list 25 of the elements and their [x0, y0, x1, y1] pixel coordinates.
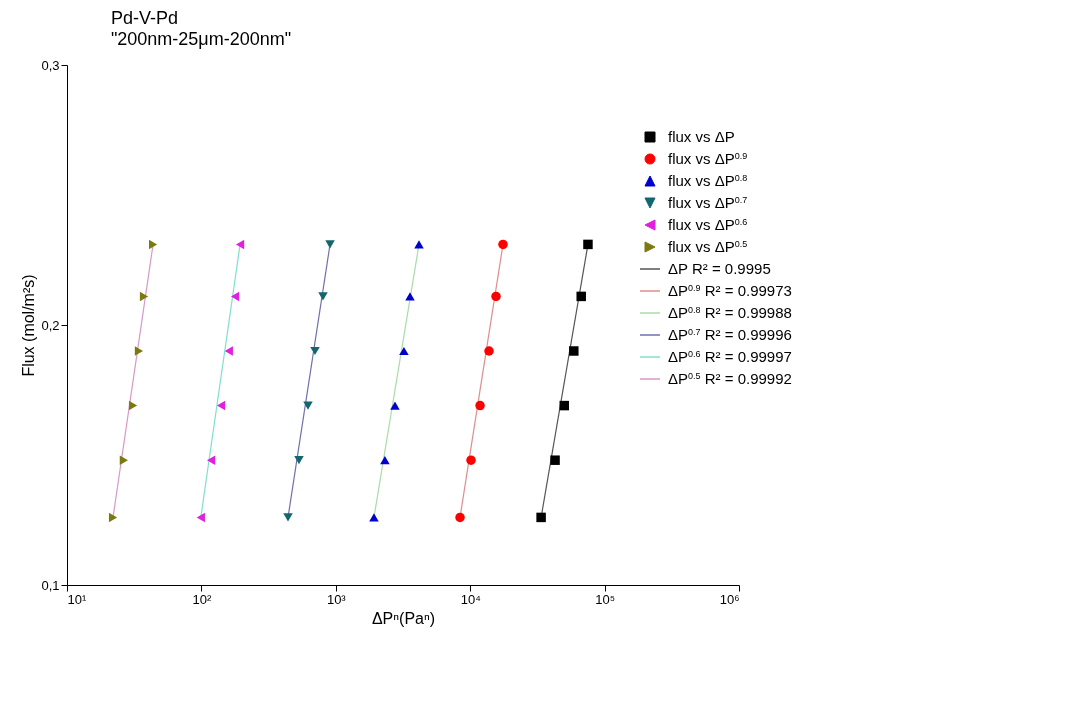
x-tick-label: 10⁴ [460, 591, 481, 607]
legend-label: flux vs ΔP$^{0.6}$ [668, 216, 748, 233]
chart-title: Pd-V-Pd [110, 8, 178, 28]
x-tick-label: 10² [192, 591, 212, 607]
legend-label: flux vs ΔP [668, 128, 735, 145]
legend-label: ΔP R² = 0.9995 [668, 260, 771, 277]
legend-label: flux vs ΔP$^{0.5}$ [668, 238, 748, 255]
x-tick-label: 10¹ [67, 591, 87, 607]
legend-label: flux vs ΔP$^{0.7}$ [668, 194, 748, 211]
y-tick-label: 0,3 [41, 57, 60, 73]
x-tick-label: 10³ [326, 591, 347, 607]
legend-label: ΔP$^{0.9}$ R² = 0.99973 [668, 282, 792, 299]
y-tick-label: 0,1 [41, 577, 60, 593]
legend-label: ΔP$^{0.8}$ R² = 0.99988 [668, 304, 792, 321]
legend-label: flux vs ΔP$^{0.9}$ [668, 150, 748, 167]
y-axis-title: Flux (mol/m²s) [20, 274, 38, 377]
x-tick-label: 10⁵ [595, 591, 616, 607]
legend-label: flux vs ΔP$^{0.8}$ [668, 172, 748, 189]
x-axis-title: ΔPⁿ(Paⁿ) [371, 609, 436, 627]
chart-subtitle: "200nm-25μm-200nm" [110, 29, 292, 49]
legend-label: ΔP$^{0.5}$ R² = 0.99992 [668, 370, 792, 387]
x-tick-label: 10⁶ [719, 591, 740, 607]
legend-label: ΔP$^{0.7}$ R² = 0.99996 [668, 326, 792, 343]
y-tick-label: 0,2 [41, 317, 60, 333]
legend-label: ΔP$^{0.6}$ R² = 0.99997 [668, 348, 792, 365]
